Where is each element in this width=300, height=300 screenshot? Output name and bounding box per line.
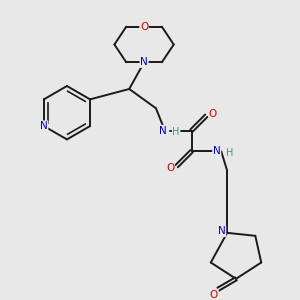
Text: N: N <box>140 57 148 67</box>
Text: O: O <box>140 22 148 32</box>
Text: H: H <box>226 148 233 158</box>
Text: O: O <box>166 163 174 172</box>
Text: O: O <box>209 109 217 119</box>
Text: N: N <box>160 125 167 136</box>
Text: N: N <box>40 121 48 131</box>
Text: N: N <box>218 226 226 236</box>
Text: O: O <box>210 290 218 299</box>
Text: H: H <box>172 127 180 137</box>
Text: N: N <box>213 146 220 156</box>
